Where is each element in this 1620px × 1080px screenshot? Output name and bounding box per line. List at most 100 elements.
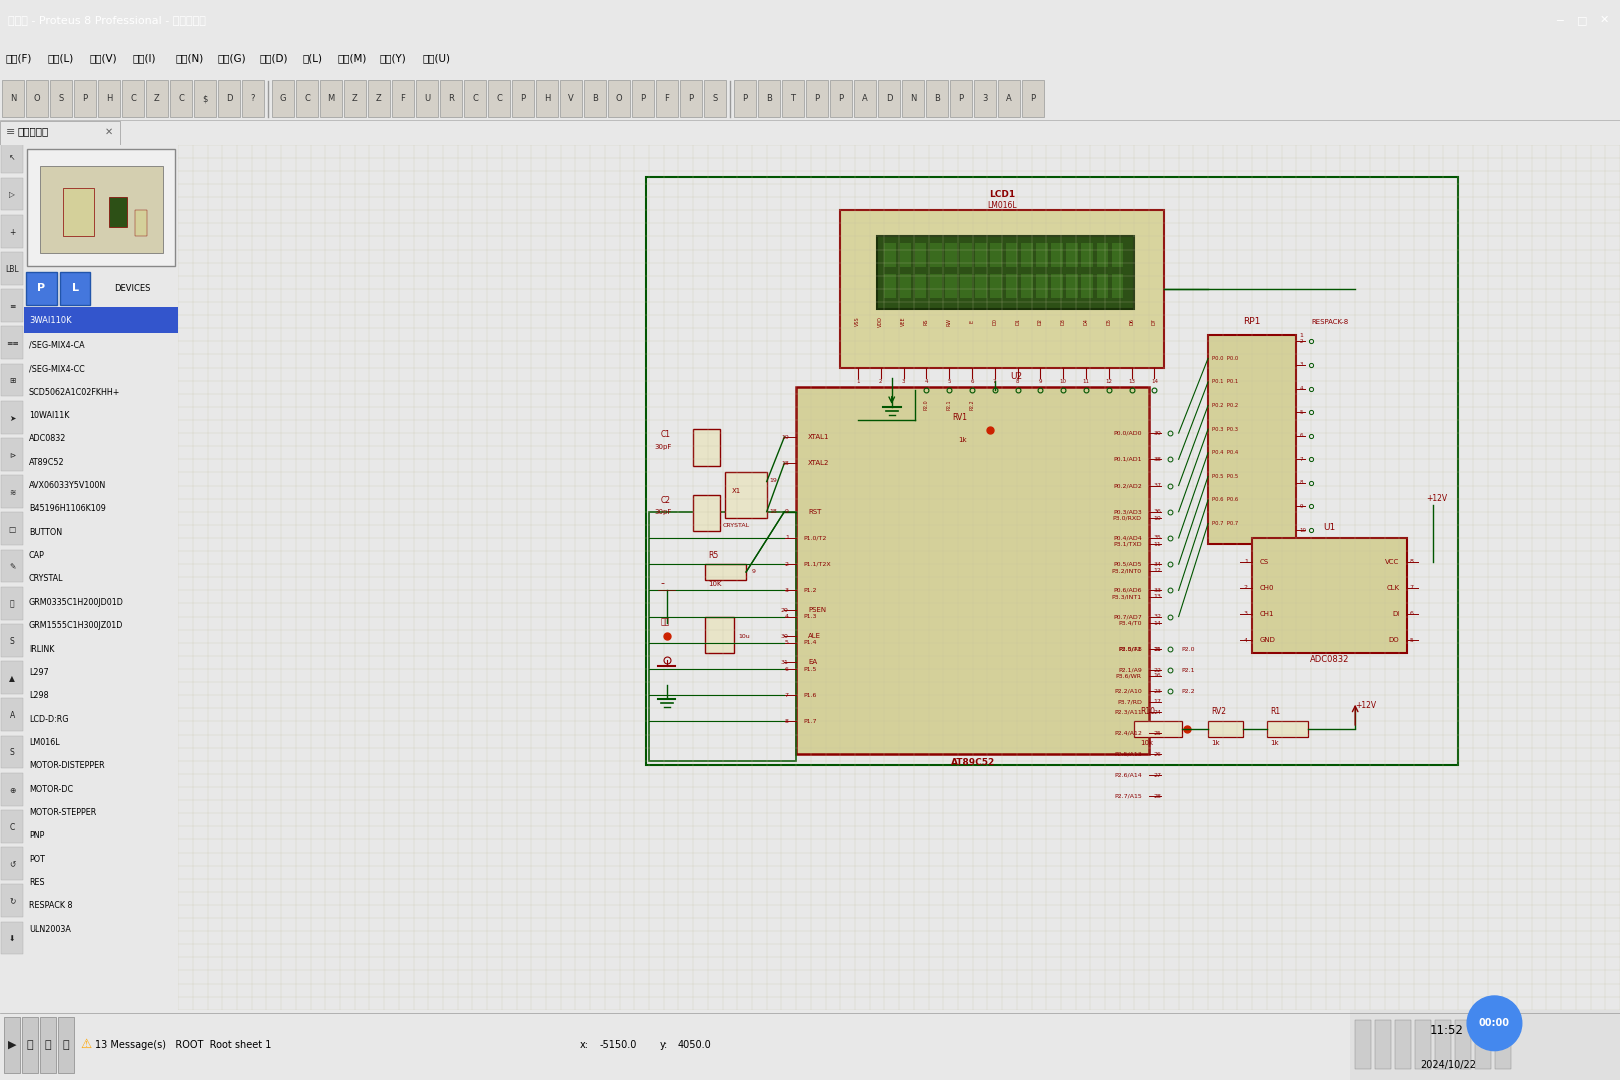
Bar xyxy=(876,237,1134,309)
Bar xyxy=(122,80,144,118)
Bar xyxy=(2,847,23,880)
Bar xyxy=(2,326,23,360)
Text: O: O xyxy=(34,94,40,104)
Text: RESPACK 8: RESPACK 8 xyxy=(29,902,73,910)
Bar xyxy=(536,80,557,118)
Text: P1.0/T2: P1.0/T2 xyxy=(804,536,826,540)
Text: LM016L: LM016L xyxy=(987,201,1017,210)
Text: ADC0832: ADC0832 xyxy=(29,434,66,444)
Text: 8: 8 xyxy=(784,719,789,724)
Text: P2.3/A11: P2.3/A11 xyxy=(1115,710,1142,715)
Bar xyxy=(2,699,23,731)
Text: 30: 30 xyxy=(781,634,789,638)
Text: 30pF: 30pF xyxy=(654,444,672,449)
Text: x:: x: xyxy=(580,1040,590,1050)
Bar xyxy=(2,885,23,917)
Text: P0.0  P0.0: P0.0 P0.0 xyxy=(1212,356,1239,361)
Text: BUTTON: BUTTON xyxy=(29,528,62,537)
Text: H: H xyxy=(544,94,551,104)
Bar xyxy=(1252,538,1406,653)
Text: 8: 8 xyxy=(1016,379,1019,384)
Text: 11: 11 xyxy=(1153,542,1162,546)
Bar xyxy=(2,401,23,434)
Text: RW: RW xyxy=(946,318,951,326)
Text: ⏭: ⏭ xyxy=(26,1040,34,1050)
Text: 调试(D): 调试(D) xyxy=(259,53,288,64)
Text: DI: DI xyxy=(1392,611,1400,617)
Text: 系统(Y): 系统(Y) xyxy=(381,53,407,64)
Text: A: A xyxy=(10,711,15,720)
Text: 视图(V): 视图(V) xyxy=(91,53,118,64)
Text: P0.4/AD4: P0.4/AD4 xyxy=(1113,536,1142,540)
Text: 设计(N): 设计(N) xyxy=(175,53,202,64)
Bar xyxy=(1354,1021,1371,1069)
Text: 37: 37 xyxy=(1153,483,1162,488)
Text: RV1: RV1 xyxy=(953,413,967,422)
Bar xyxy=(1349,1010,1620,1080)
Text: 文件(F): 文件(F) xyxy=(5,53,31,64)
Text: P: P xyxy=(839,94,844,104)
Text: P2.2: P2.2 xyxy=(969,399,974,409)
Text: D4: D4 xyxy=(1084,319,1089,325)
Text: AT89C52: AT89C52 xyxy=(29,458,65,467)
Text: 5: 5 xyxy=(948,379,951,384)
Text: 库(L): 库(L) xyxy=(303,53,322,64)
Text: P: P xyxy=(640,94,645,104)
Text: 模版(M): 模版(M) xyxy=(337,53,366,64)
Text: 1k: 1k xyxy=(1270,740,1278,746)
Text: M: M xyxy=(327,94,335,104)
Text: XTAL2: XTAL2 xyxy=(808,460,829,467)
Text: L297: L297 xyxy=(29,667,49,677)
Text: X1: X1 xyxy=(731,488,740,495)
Text: S: S xyxy=(713,94,718,104)
Bar xyxy=(646,177,1458,765)
Text: 5: 5 xyxy=(784,640,789,645)
Text: 10: 10 xyxy=(1299,527,1306,532)
Bar xyxy=(693,495,719,531)
Text: 17: 17 xyxy=(1153,699,1162,704)
Text: C: C xyxy=(496,94,502,104)
Text: P3.4/T0: P3.4/T0 xyxy=(1118,621,1142,625)
Bar xyxy=(1495,1021,1511,1069)
Text: P3.5/T1: P3.5/T1 xyxy=(1118,647,1142,652)
Text: 3: 3 xyxy=(902,379,906,384)
Text: 29: 29 xyxy=(781,608,789,612)
Bar xyxy=(1134,721,1181,738)
Text: 34: 34 xyxy=(1153,562,1162,567)
Bar xyxy=(2,140,23,173)
Bar xyxy=(109,197,128,227)
Text: 编辑(L): 编辑(L) xyxy=(47,53,75,64)
Text: PNP: PNP xyxy=(29,832,44,840)
Text: 13: 13 xyxy=(1153,594,1162,599)
Text: ≋: ≋ xyxy=(10,488,15,497)
Bar xyxy=(1474,1021,1490,1069)
Text: CRYSTAL: CRYSTAL xyxy=(723,524,750,528)
Text: C: C xyxy=(178,94,185,104)
Bar xyxy=(392,80,415,118)
Text: ≡≡: ≡≡ xyxy=(6,339,18,348)
Text: 新工程 - Proteus 8 Professional - 原理图绘制: 新工程 - Proteus 8 Professional - 原理图绘制 xyxy=(8,15,206,25)
Text: 8: 8 xyxy=(1409,559,1414,564)
Text: A: A xyxy=(1006,94,1012,104)
Bar xyxy=(829,80,852,118)
Bar xyxy=(758,80,779,118)
Text: 1k: 1k xyxy=(957,437,967,443)
Text: P0.5/AD5: P0.5/AD5 xyxy=(1113,562,1142,567)
Text: ⏸: ⏸ xyxy=(45,1040,52,1050)
Text: CH1: CH1 xyxy=(1260,611,1273,617)
Text: ▲: ▲ xyxy=(10,674,15,683)
Text: P2.2/A10: P2.2/A10 xyxy=(1115,689,1142,693)
Text: 23: 23 xyxy=(1153,689,1162,693)
Text: ✕: ✕ xyxy=(1599,15,1609,25)
Text: SCD5062A1C02FKHH+: SCD5062A1C02FKHH+ xyxy=(29,388,120,396)
Bar xyxy=(878,80,901,118)
Text: B45196H1106K109: B45196H1106K109 xyxy=(29,504,105,513)
Bar xyxy=(734,80,757,118)
Bar xyxy=(50,80,71,118)
Bar xyxy=(1414,1021,1430,1069)
Text: 图表(G): 图表(G) xyxy=(217,53,246,64)
Bar xyxy=(170,80,193,118)
Bar xyxy=(680,80,701,118)
Text: P3.7/RD: P3.7/RD xyxy=(1116,699,1142,704)
Text: 7: 7 xyxy=(993,379,996,384)
